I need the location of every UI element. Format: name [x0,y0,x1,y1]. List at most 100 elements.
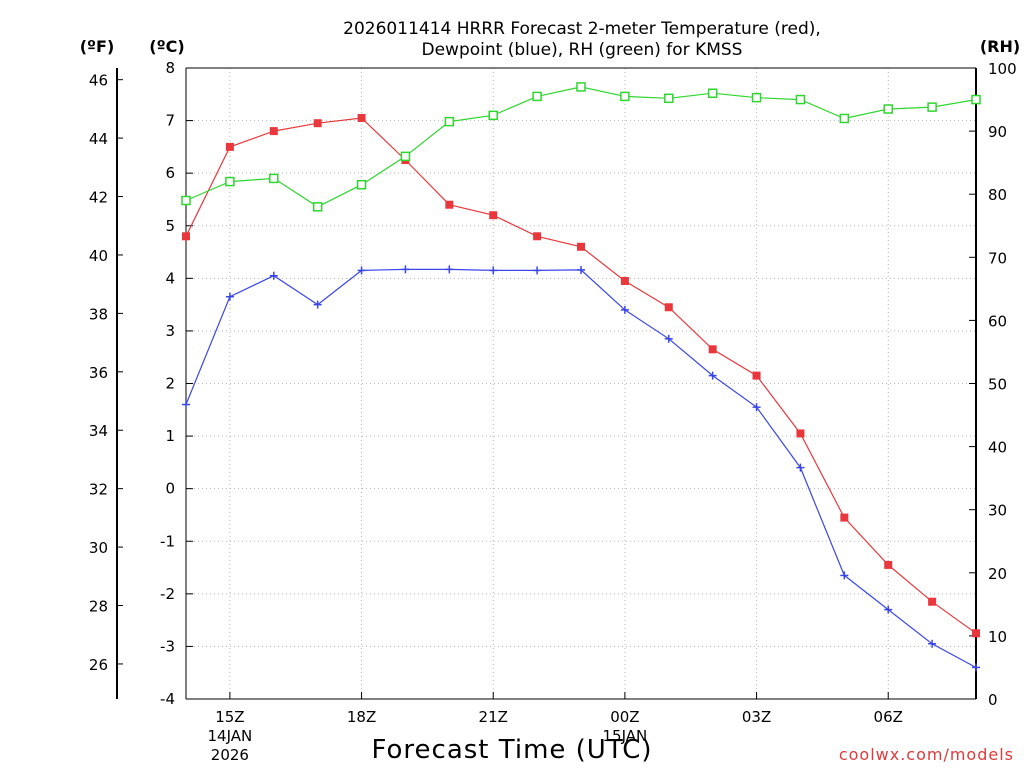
temperature-point [796,429,805,438]
fahrenheit-tick-label: 46 [89,72,108,90]
dewpoint-point [225,292,234,301]
dewpoint-line [185,268,977,669]
temperature-line [185,117,977,634]
celsius-tick-label: 8 [165,59,175,77]
fahrenheit-tick-label: 40 [89,247,108,265]
x-axis-title: Forecast Time (UTC) [371,735,652,765]
rh-tick-label: 30 [988,502,1007,520]
rh-tick-label: 40 [988,439,1007,457]
dewpoint-point [664,334,673,343]
celsius-tick-label: -2 [160,585,175,603]
temperature-point [752,371,761,380]
rh-point [664,93,674,104]
celsius-tick-label: -4 [160,690,175,708]
temperature-point [357,113,366,122]
fahrenheit-axis-label: (ºF) [80,37,115,56]
dewpoint-point [401,265,410,274]
dewpoint-point [313,300,322,309]
celsius-tick-label: 3 [165,322,175,340]
x-tick-label: 06Z [874,708,903,726]
dewpoint-point [708,371,717,380]
dewpoint-point [445,265,454,274]
temperature-point [489,211,498,220]
fahrenheit-tick-label: 26 [89,656,108,674]
rh-point [839,113,850,124]
x-tick-label: 21Z [479,708,508,726]
dewpoint-point [752,403,761,412]
rh-point [400,151,411,162]
rh-point [269,173,279,184]
dewpoint-point [796,463,805,472]
axes: 2628303234363840424446-4-3-2-10123456780… [89,59,1017,764]
dewpoint-point [269,271,278,280]
series-temperature [182,113,980,638]
temperature-point [533,232,542,241]
rh-point [707,88,718,98]
credit-text: coolwx.com/models [839,745,1014,764]
temperature-point [445,200,454,209]
rh-line [185,86,977,208]
temperature-point [269,127,278,136]
dewpoint-point [489,266,498,275]
fahrenheit-tick-label: 44 [89,130,108,148]
fahrenheit-tick-label: 36 [89,364,108,382]
rh-point [927,102,937,112]
rh-point [181,195,191,206]
celsius-tick-label: -1 [160,532,175,550]
x-tick-label: 00Z [610,708,639,726]
temperature-point [840,513,849,522]
celsius-axis-label: (ºC) [149,37,184,56]
celsius-tick-label: 4 [165,269,175,287]
temperature-point [664,303,673,312]
rh-point [488,110,498,121]
celsius-tick-label: 5 [165,217,175,235]
rh-tick-label: 20 [988,565,1007,583]
chart-title-line2: Dewpoint (blue), RH (green) for KMSS [422,40,743,60]
dewpoint-point [577,265,585,274]
series-layer [181,82,981,672]
celsius-tick-label: 6 [165,164,175,182]
temperature-point [313,119,322,128]
dewpoint-point [928,639,937,648]
rh-point [620,91,630,102]
dewpoint-point [620,305,629,314]
series-rh [181,82,981,212]
temperature-point [884,560,893,569]
temperature-point [182,232,190,241]
rh-point [971,94,981,105]
x-tick-date-label: 15JAN [603,727,648,745]
celsius-tick-label: 7 [165,112,175,130]
fahrenheit-tick-label: 42 [89,189,108,207]
celsius-tick-label: 0 [165,480,175,498]
rh-tick-label: 60 [988,312,1007,330]
dewpoint-point [840,571,849,580]
dewpoint-point [533,266,542,275]
fahrenheit-tick-label: 32 [89,481,108,499]
x-tick-date-label: 14JAN [208,727,253,745]
rh-tick-label: 100 [988,60,1017,78]
temperature-point [972,629,980,638]
rh-point [576,82,586,92]
x-tick-year-label: 2026 [211,746,249,764]
rh-point [532,91,542,102]
rh-point [883,104,893,114]
rh-tick-label: 50 [988,376,1007,394]
temperature-point [225,142,234,151]
dewpoint-point [182,400,190,409]
fahrenheit-tick-label: 38 [89,305,108,323]
rh-tick-label: 10 [988,628,1007,646]
rh-point [795,94,806,105]
rh-tick-label: 90 [988,123,1007,141]
rh-tick-label: 70 [988,249,1007,267]
fahrenheit-tick-label: 34 [89,422,108,440]
temperature-point [577,242,585,251]
x-tick-label: 15Z [215,708,244,726]
dewpoint-point [884,605,893,614]
celsius-tick-label: 1 [165,427,175,445]
rh-point [225,176,235,187]
dewpoint-point [357,266,366,275]
dewpoint-point [972,663,980,672]
x-tick-label: 03Z [742,708,771,726]
celsius-tick-label: -3 [160,637,175,655]
